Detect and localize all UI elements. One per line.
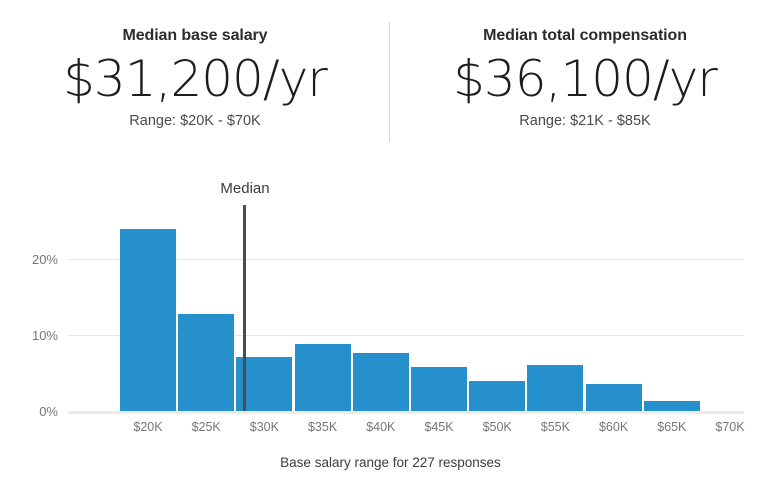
- bar[interactable]: [527, 364, 584, 411]
- x-axis-tick-label: $35K: [307, 420, 338, 434]
- stat-range-total-compensation: Range: $21K - $85K: [519, 113, 651, 129]
- x-axis-tick-label: $45K: [424, 420, 454, 434]
- stat-range-base-salary: Range: $20K - $70K: [129, 113, 261, 129]
- x-axis-tick-label: $60K: [598, 420, 629, 434]
- bar[interactable]: [585, 383, 642, 411]
- bar[interactable]: [294, 344, 351, 411]
- stats-divider: [389, 22, 390, 142]
- x-axis-tick-label: $55K: [540, 420, 570, 434]
- x-axis-tick-label: $25K: [191, 420, 221, 434]
- chart-x-axis-title: Base salary range for 227 responses: [280, 455, 501, 470]
- bar[interactable]: [120, 228, 176, 411]
- stat-value-total-compensation: $36,100/yr: [453, 50, 718, 108]
- x-axis-tick-label: $30K: [249, 420, 279, 434]
- stat-label-base-salary: Median base salary: [122, 27, 268, 44]
- x-axis-tick-label: $20K: [133, 420, 163, 434]
- stat-block-base-salary: Median base salary $31,200/yr Range: $20…: [0, 0, 390, 130]
- salary-histogram-chart: 0% 10% 20% Median $20K $25K $30K $35K $40K $45K…: [0, 160, 781, 492]
- chart-x-axis-baseline: [68, 411, 744, 414]
- median-marker-label: Median: [220, 180, 270, 197]
- chart-bars: [0, 160, 781, 492]
- bar[interactable]: [643, 401, 700, 411]
- bar[interactable]: [352, 353, 409, 411]
- stat-value-base-salary: $31,200/yr: [63, 50, 328, 108]
- stat-block-total-compensation: Median total compensation $36,100/yr Ran…: [390, 0, 780, 130]
- gridline: [68, 259, 744, 260]
- stat-label-total-compensation: Median total compensation: [483, 27, 687, 44]
- x-axis-tick-label: $70K: [715, 420, 745, 434]
- y-axis-tick-label: 0%: [39, 404, 58, 419]
- chart-plot-area: 0% 10% 20%: [0, 160, 781, 420]
- summary-stats-header: Median base salary $31,200/yr Range: $20…: [0, 0, 781, 160]
- gridline: [68, 335, 744, 336]
- y-axis-tick-label: 10%: [31, 328, 58, 343]
- x-axis-tick-label: $50K: [482, 420, 512, 434]
- bar[interactable]: [469, 380, 526, 411]
- bar[interactable]: [178, 314, 235, 411]
- bar[interactable]: [411, 366, 467, 411]
- median-marker-line: [243, 205, 246, 411]
- x-axis-tick-label: $40K: [366, 420, 396, 434]
- y-axis-tick-label: 20%: [31, 252, 58, 267]
- x-axis-tick-label: $65K: [657, 420, 687, 434]
